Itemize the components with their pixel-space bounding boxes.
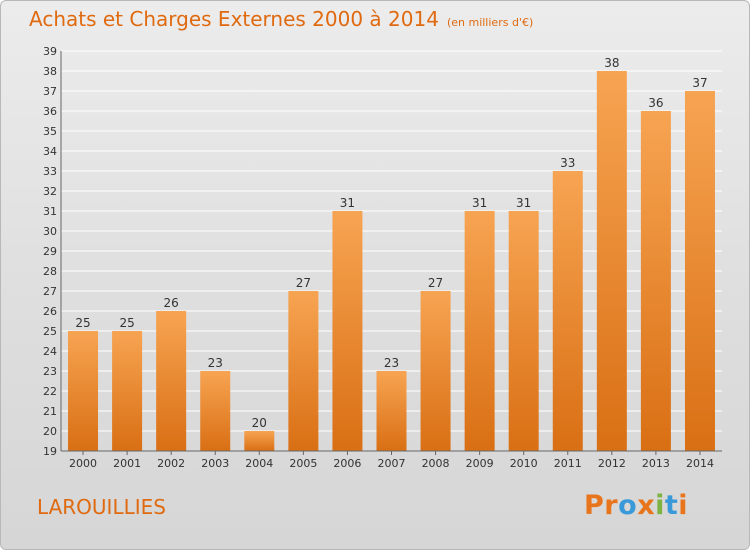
logo-letter: t xyxy=(664,490,679,521)
y-tick-label: 32 xyxy=(43,185,57,198)
logo-letter: r xyxy=(604,490,619,521)
chart-title: Achats et Charges Externes 2000 à 2014 (e… xyxy=(29,7,533,31)
proxiti-logo[interactable]: Proxiti xyxy=(584,490,688,521)
chart-unit: (en milliers d'€) xyxy=(446,16,534,29)
bar-2004 xyxy=(244,431,275,451)
bar-2013 xyxy=(640,111,671,451)
x-tick-label-2006: 2006 xyxy=(333,457,361,470)
bar-2014 xyxy=(684,91,715,451)
bar-2011 xyxy=(552,171,583,451)
bar-2009 xyxy=(464,211,495,451)
data-label-2006: 31 xyxy=(340,196,355,210)
chart-title-text: Achats et Charges Externes 2000 à 2014 xyxy=(29,7,439,31)
data-label-2000: 25 xyxy=(75,316,90,330)
data-label-2014: 37 xyxy=(692,76,707,90)
bar-2001 xyxy=(112,331,143,451)
y-tick-label: 35 xyxy=(43,125,57,138)
x-tick-label-2014: 2014 xyxy=(686,457,714,470)
y-tick-label: 33 xyxy=(43,165,57,178)
data-label-2002: 26 xyxy=(164,296,179,310)
y-tick-label: 34 xyxy=(43,145,57,158)
logo-letter: o xyxy=(618,490,638,521)
y-tick-label: 27 xyxy=(43,285,57,298)
bars-layer xyxy=(68,71,715,451)
y-tick-label: 31 xyxy=(43,205,57,218)
data-label-2010: 31 xyxy=(516,196,531,210)
y-tick-label: 37 xyxy=(43,85,57,98)
y-tick-label: 22 xyxy=(43,385,57,398)
bar-2010 xyxy=(508,211,539,451)
y-tick-label: 36 xyxy=(43,105,57,118)
data-label-2013: 36 xyxy=(648,96,663,110)
x-tick-label-2007: 2007 xyxy=(378,457,406,470)
x-tick-label-2013: 2013 xyxy=(642,457,670,470)
y-tick-label: 30 xyxy=(43,225,57,238)
commune-name: LAROUILLIES xyxy=(37,495,166,519)
x-tick-label-2011: 2011 xyxy=(554,457,582,470)
y-tick-label: 19 xyxy=(43,445,57,458)
bar-2003 xyxy=(200,371,231,451)
y-tick-label: 28 xyxy=(43,265,57,278)
x-tick-label-2010: 2010 xyxy=(510,457,538,470)
labels-layer: 25 25 26 23 20 27 31 23 27 31 31 33 38 36 37 xyxy=(75,56,707,430)
data-label-2007: 23 xyxy=(384,356,399,370)
logo-letter: x xyxy=(637,490,656,521)
x-tick-label-2012: 2012 xyxy=(598,457,626,470)
data-label-2005: 27 xyxy=(296,276,311,290)
bar-2000 xyxy=(68,331,99,451)
logo-letter: P xyxy=(584,490,605,521)
x-tick-label-2008: 2008 xyxy=(422,457,450,470)
y-tick-label: 23 xyxy=(43,365,57,378)
y-tick-label: 38 xyxy=(43,65,57,78)
data-label-2008: 27 xyxy=(428,276,443,290)
bar-2012 xyxy=(596,71,627,451)
y-tick-label: 21 xyxy=(43,405,57,418)
y-tick-label: 29 xyxy=(43,245,57,258)
x-tick-label-2000: 2000 xyxy=(69,457,97,470)
x-tick-label-2002: 2002 xyxy=(157,457,185,470)
x-tick-label-2003: 2003 xyxy=(201,457,229,470)
data-label-2011: 33 xyxy=(560,156,575,170)
bar-2007 xyxy=(376,371,407,451)
data-label-2001: 25 xyxy=(119,316,134,330)
bar-2005 xyxy=(288,291,319,451)
x-tick-label-2001: 2001 xyxy=(113,457,141,470)
bar-2006 xyxy=(332,211,363,451)
x-tick-label-2005: 2005 xyxy=(289,457,317,470)
logo-letter: i xyxy=(678,490,689,521)
data-label-2004: 20 xyxy=(252,416,267,430)
y-tick-label: 25 xyxy=(43,325,57,338)
y-tick-label: 26 xyxy=(43,305,57,318)
data-label-2009: 31 xyxy=(472,196,487,210)
data-label-2012: 38 xyxy=(604,56,619,70)
axis-layer: 19 20 21 22 23 24 25 26 27 28 29 30 31 32 33 34 35 36 37 38… xyxy=(43,45,722,470)
y-tick-label: 39 xyxy=(43,45,57,58)
bar-2002 xyxy=(156,311,187,451)
bar-2008 xyxy=(420,291,451,451)
y-tick-label: 24 xyxy=(43,345,57,358)
data-label-2003: 23 xyxy=(208,356,223,370)
x-tick-label-2009: 2009 xyxy=(466,457,494,470)
y-tick-label: 20 xyxy=(43,425,57,438)
logo-letter: i xyxy=(655,490,665,521)
x-tick-label-2004: 2004 xyxy=(245,457,273,470)
